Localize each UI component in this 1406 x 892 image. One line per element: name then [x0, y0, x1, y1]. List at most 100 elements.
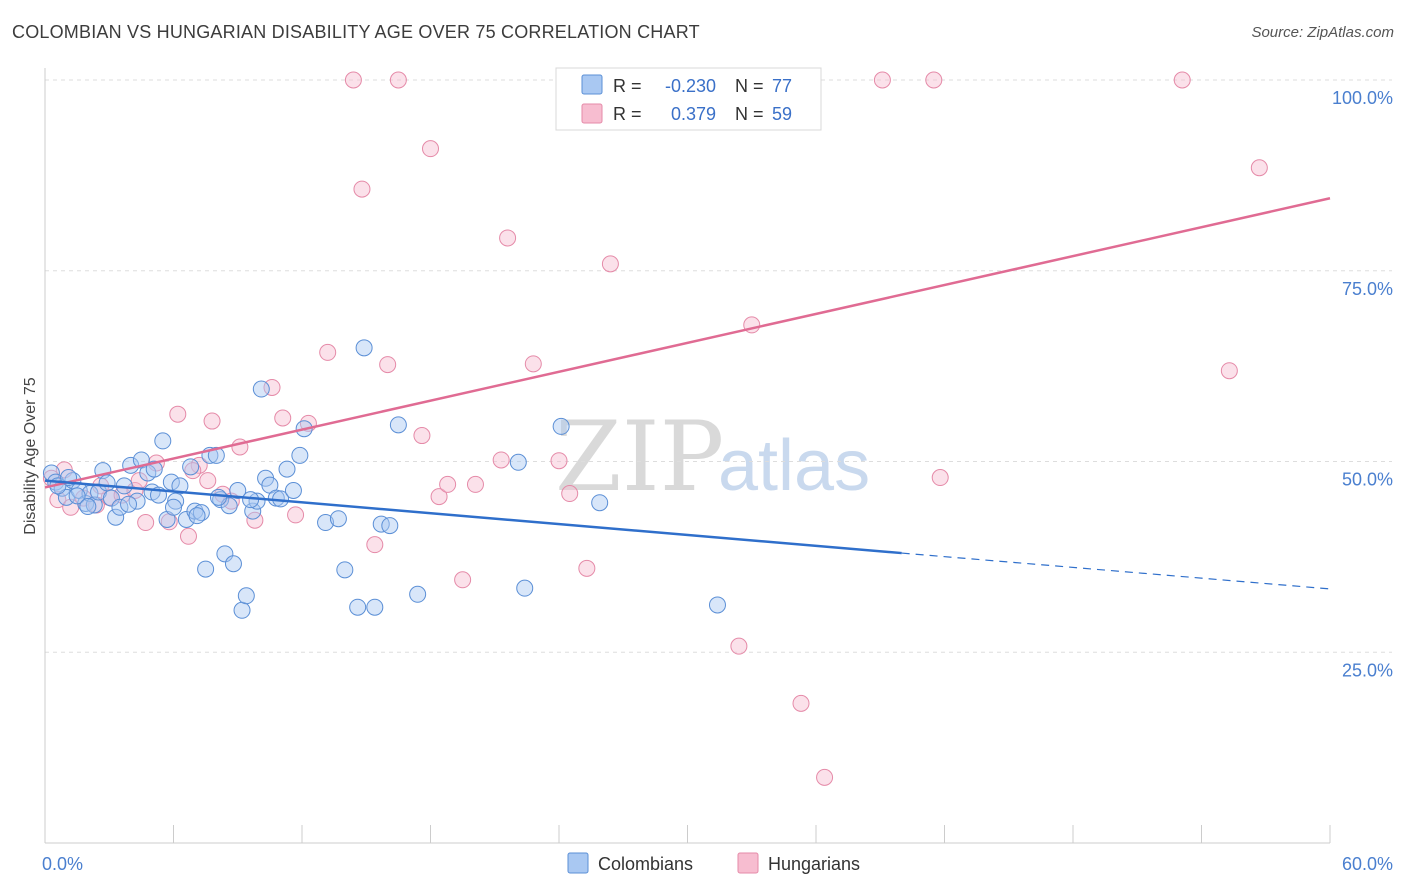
hungarians-point-21: [274, 409, 292, 427]
colombians-point-58: [372, 515, 390, 533]
colombians-point-8: [85, 496, 103, 514]
colombians-point-63: [516, 579, 534, 597]
colombians-point-40: [237, 587, 255, 605]
colombians-point-62: [509, 453, 527, 471]
hungarians-point-33: [439, 475, 457, 493]
hungarians-point-37: [499, 229, 517, 247]
hungarians-point-34: [454, 571, 472, 589]
hungarians-point-26: [353, 180, 371, 198]
x-tick-label-max: 60.0%: [1342, 854, 1393, 874]
hungarians-point-48: [816, 768, 834, 786]
stats-r-label-hungarians: R =: [613, 104, 642, 124]
colombians-trend-line: [44, 479, 902, 555]
colombians-points: [42, 339, 726, 619]
colombians-point-70: [79, 498, 97, 516]
hungarians-point-31: [422, 140, 439, 158]
hungarians-point-51: [931, 469, 949, 487]
trend-lines: [44, 197, 1331, 590]
colombians-point-75: [209, 488, 227, 506]
colombians-point-22: [154, 432, 172, 450]
stats-swatch-hungarians: [581, 103, 603, 124]
watermark: ZIP atlas: [555, 401, 870, 513]
stats-r-value-hungarians: 0.379: [671, 104, 716, 124]
colombians-point-38: [229, 481, 247, 499]
colombians-point-57: [366, 598, 384, 616]
hungarians-point-41: [578, 559, 596, 577]
colombians-point-39: [233, 601, 251, 619]
hungarians-point-50: [925, 71, 943, 89]
hungarians-point-30: [413, 427, 431, 445]
hungarians-point-40: [561, 485, 579, 503]
hungarians-point-54: [1250, 159, 1268, 177]
colombians-point-73: [165, 498, 182, 516]
colombians-point-55: [349, 598, 367, 616]
hungarians-point-36: [492, 451, 510, 469]
colombians-point-50: [291, 446, 309, 464]
colombians-point-52: [317, 514, 335, 532]
hungarians-point-39: [550, 452, 568, 470]
hungarians-point-47: [792, 694, 810, 712]
grid-lines: [45, 79, 1392, 653]
colombians-point-64: [552, 417, 570, 435]
hungarians-point-27: [366, 536, 384, 554]
hungarians-point-25: [344, 71, 362, 89]
hungarians-point-28: [379, 356, 397, 374]
colombians-point-66: [708, 596, 726, 614]
hungarians-point-24: [319, 343, 337, 361]
hungarians-point-15: [203, 412, 221, 430]
y-tick-label-0: 25.0%: [1342, 660, 1393, 680]
stats-swatch-colombians: [581, 74, 603, 95]
hungarians-point-22: [287, 506, 305, 524]
colombians-point-49: [284, 481, 302, 499]
x-tick-label-min: 0.0%: [42, 854, 83, 874]
legend-label-hungarians: Hungarians: [768, 854, 860, 874]
colombians-point-60: [389, 416, 407, 434]
colombians-point-59: [381, 517, 399, 535]
hungarians-point-20: [263, 378, 281, 396]
hungarians-point-29: [389, 71, 407, 89]
stats-n-label-hungarians: N =: [735, 104, 764, 124]
watermark-atlas: atlas: [718, 426, 870, 506]
colombians-point-12: [102, 489, 120, 507]
colombians-point-35: [216, 545, 234, 563]
colombians-point-33: [207, 446, 225, 464]
colombians-point-29: [186, 502, 204, 520]
y-tick-label-3: 100.0%: [1332, 88, 1393, 108]
colombians-point-72: [145, 460, 163, 478]
legend: Colombians Hungarians: [567, 852, 860, 874]
hungarians-points: [42, 71, 1268, 786]
legend-swatch-hungarians: [737, 852, 759, 874]
hungarians-point-52: [1173, 71, 1191, 89]
stats-box: R = -0.230 N = 77 R = 0.379 N = 59: [555, 67, 822, 131]
hungarians-point-32: [430, 488, 448, 506]
colombians-trend-extension: [901, 552, 1331, 590]
hungarians-trend-line: [44, 197, 1331, 489]
y-tick-label-2: 75.0%: [1342, 279, 1393, 299]
stats-n-label-colombians: N =: [735, 76, 764, 96]
stats-n-value-hungarians: 59: [772, 104, 792, 124]
y-tick-labels: 25.0% 50.0% 75.0% 100.0%: [1332, 88, 1393, 680]
hungarians-point-12: [179, 527, 197, 545]
colombians-point-65: [591, 494, 609, 512]
stats-r-label-colombians: R =: [613, 76, 642, 96]
colombians-point-56: [355, 339, 373, 357]
hungarians-point-49: [873, 71, 891, 89]
colombians-point-11: [98, 474, 116, 492]
colombians-point-48: [278, 460, 296, 478]
colombians-point-69: [68, 487, 86, 505]
stats-r-value-colombians: -0.230: [665, 76, 716, 96]
colombians-point-74: [188, 507, 206, 525]
colombians-point-28: [182, 458, 200, 476]
colombians-point-61: [409, 585, 427, 603]
axes: [44, 68, 1331, 844]
hungarians-point-14: [199, 472, 217, 490]
colombians-point-37: [224, 555, 242, 573]
hungarians-point-53: [1220, 362, 1238, 380]
colombians-point-71: [120, 495, 138, 513]
hungarians-point-35: [466, 475, 484, 493]
y-axis-label: Disability Age Over 75: [22, 377, 39, 535]
hungarians-point-11: [169, 405, 187, 423]
colombians-point-26: [171, 477, 189, 495]
colombians-point-54: [336, 561, 354, 579]
